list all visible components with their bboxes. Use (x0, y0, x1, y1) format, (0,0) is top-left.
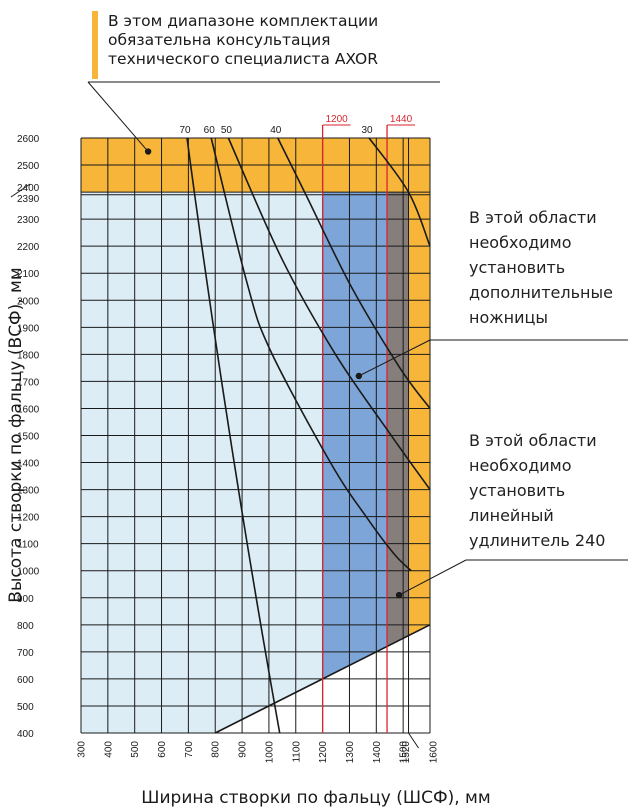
x-tick-label: 1200 (318, 741, 329, 764)
marker-dot (355, 372, 363, 380)
y-tick-label: 2390 (17, 194, 40, 205)
y-tick-label: 1400 (17, 459, 40, 470)
y-axis-title: Высота створки по фальцу (ВСФ), мм (6, 267, 26, 603)
header-note-line: обязательна консультация (108, 31, 331, 49)
y-tick-label: 400 (17, 729, 34, 740)
y-tick-label: 1700 (17, 377, 40, 388)
y-tick-label: 1000 (17, 567, 40, 578)
x-tick-label: 1500 (399, 741, 410, 764)
y-tick-label: 900 (17, 594, 34, 605)
extender-note-line: В этой области (469, 431, 597, 450)
x-tick-label: 1100 (291, 741, 302, 763)
y-tick-label: 1300 (17, 486, 40, 497)
extender-note-line: удлинитель 240 (469, 531, 606, 550)
x-tick-label: 600 (157, 741, 168, 758)
y-tick-label: 1500 (17, 432, 40, 443)
y-tick-label: 1800 (17, 350, 40, 361)
curve-40 (277, 137, 431, 409)
scissors-note-line: необходимо (469, 233, 572, 252)
scissors-note-line: дополнительные (469, 283, 613, 302)
y-tick-label: 700 (17, 648, 34, 659)
extender-zone (387, 192, 409, 647)
curve-50 (227, 137, 431, 491)
x-tick-label: 700 (184, 741, 195, 758)
curve-70 (186, 137, 281, 734)
y-tick-label: 2400 (17, 183, 40, 194)
y-tick-label: 2300 (17, 215, 40, 226)
curve-30 (368, 137, 431, 247)
leader-line-1520 (408, 732, 419, 749)
header-note: В этом диапазоне комплектации обязательн… (108, 12, 378, 69)
consult-zone (81, 138, 430, 636)
y-tick-label: 600 (17, 675, 34, 686)
curve-label: 50 (221, 125, 233, 136)
y-tick-label: 800 (17, 621, 34, 632)
y-tick-label: 2200 (17, 242, 40, 253)
scissors-note: В этой области необходимо установить доп… (469, 205, 613, 330)
y-tick-label: 2500 (17, 161, 40, 172)
extender-note-line: необходимо (469, 456, 572, 475)
header-note-line: В этом диапазоне комплектации (108, 12, 379, 30)
y-tick-label: 1100 (17, 540, 39, 551)
leader-line-scissors (358, 339, 431, 377)
y-tick-label: 1600 (17, 404, 40, 415)
x-axis-title: Ширина створки по фальцу (ШСФ), мм (141, 788, 491, 808)
x-tick-label: 1300 (345, 741, 356, 764)
marker-dot (395, 591, 403, 599)
curve-60 (210, 137, 412, 572)
leader-line-2390 (10, 183, 31, 198)
extender-note: В этой области необходимо установить лин… (469, 428, 605, 553)
y-tick-label: 1200 (17, 513, 40, 524)
x-tick-label: 400 (103, 741, 114, 758)
marker-dot (144, 148, 152, 155)
y-tick-label: 2100 (17, 269, 40, 280)
curve-label: 60 (204, 125, 216, 136)
curve-label: 70 (179, 125, 191, 136)
scissors-note-line: установить (469, 258, 566, 277)
curve-label: 30 (361, 125, 373, 136)
extender-note-line: линейный (469, 506, 554, 525)
x-tick-label: 800 (211, 741, 222, 758)
header-note-line: технического специалиста AXOR (108, 50, 379, 68)
scissors-note-line: ножницы (469, 308, 549, 327)
red-limit-label: 1200 (325, 114, 348, 125)
scissors-note-line: В этой области (469, 208, 597, 227)
x-tick-label: 300 (77, 741, 88, 758)
leader-line-header (87, 81, 149, 152)
red-limit-label: 1440 (390, 114, 413, 125)
x-tick-label: 900 (238, 741, 249, 758)
y-tick-label: 2000 (17, 296, 40, 307)
x-tick-label: 1000 (264, 741, 275, 764)
header-accent-bar (92, 11, 98, 79)
x-tick-label: 1520 (401, 741, 412, 764)
x-tick-label: 500 (130, 741, 141, 758)
y-tick-label: 500 (17, 702, 34, 713)
curve-label: 40 (270, 125, 282, 136)
y-tick-label: 2600 (17, 134, 40, 145)
leader-line-extender (398, 559, 467, 596)
x-tick-label: 1600 (429, 741, 440, 764)
extender-note-line: установить (469, 481, 566, 500)
x-tick-label: 1400 (372, 741, 383, 764)
y-tick-label: 1900 (17, 323, 40, 334)
